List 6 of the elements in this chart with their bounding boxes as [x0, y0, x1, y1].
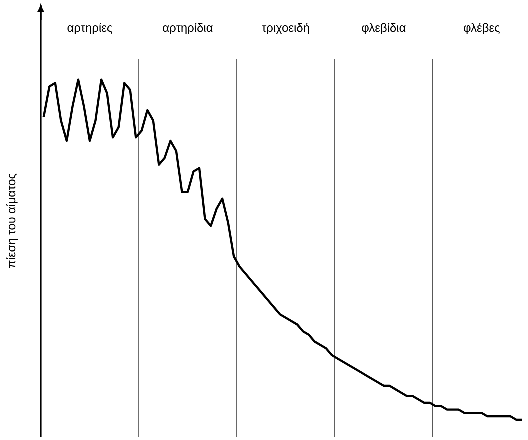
x-tick-label: τριχοειδή [262, 22, 310, 34]
x-tick-label: φλέβες [464, 22, 500, 34]
x-tick-label: φλεβίδια [362, 22, 406, 34]
y-axis-title: πίεση του αίματος [6, 174, 18, 268]
x-tick-label: αρτηρίδια [163, 22, 213, 34]
x-tick-label: αρτηρίες [68, 22, 112, 34]
